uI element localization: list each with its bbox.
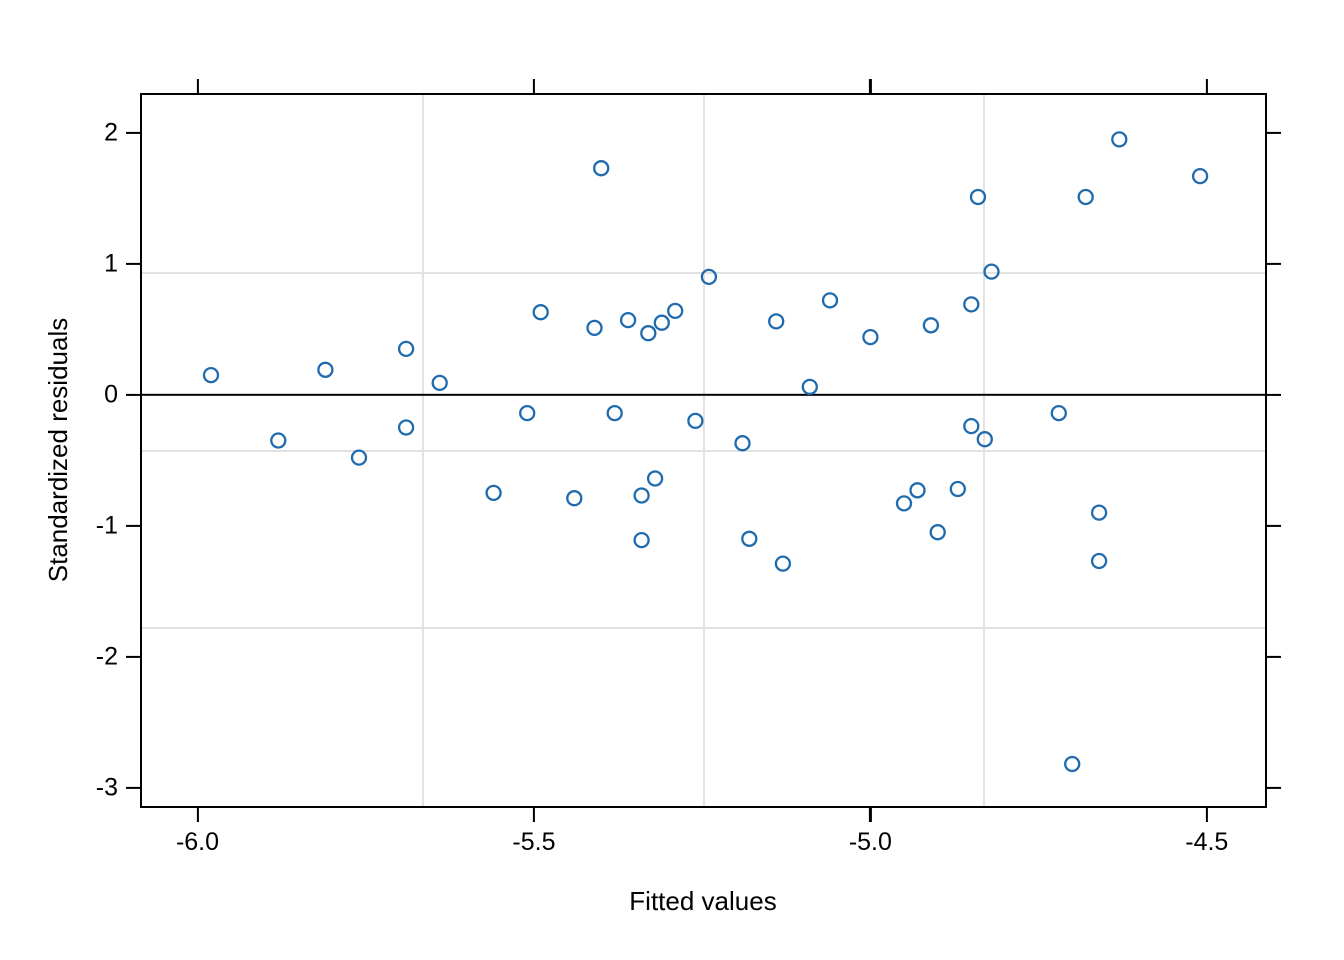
x-axis-title: Fitted values	[629, 886, 777, 916]
data-point	[976, 431, 993, 448]
y-axis-tick	[126, 393, 140, 396]
data-point	[485, 484, 502, 502]
x-axis-tick	[532, 808, 536, 822]
y-axis-tick	[126, 131, 140, 134]
x-axis-tick-top	[869, 79, 872, 93]
x-axis-tick	[196, 808, 199, 822]
data-point	[606, 404, 623, 422]
y-axis-tick-right	[1267, 655, 1281, 658]
x-axis-tick-top	[532, 79, 536, 93]
horizontal-gridline	[142, 627, 1265, 630]
plot-panel: -6.0 -5.5 -5.0 -4.5 2 1 0 -1 -2 -3	[96, 79, 1281, 855]
y-axis-tick-right	[1267, 262, 1281, 265]
data-point	[741, 530, 758, 547]
data-point	[774, 555, 792, 572]
y-axis-tick-label: 1	[104, 249, 118, 278]
data-point	[667, 302, 684, 320]
x-axis-tick-top	[196, 79, 199, 93]
x-axis-tick	[869, 808, 872, 822]
data-point	[640, 325, 657, 342]
x-axis-tick-label: -5.5	[512, 828, 556, 856]
data-point	[1064, 755, 1081, 773]
plot-area: -6.0 -5.5 -5.0 -4.5 2 1 0 -1 -2 -3	[96, 79, 1281, 855]
data-point	[909, 482, 926, 499]
x-axis-tick-label: -6.0	[175, 828, 220, 856]
data-point	[1050, 404, 1067, 422]
data-point	[653, 314, 670, 331]
y-axis-tick-right	[1267, 786, 1281, 789]
y-axis-tick-right	[1267, 393, 1281, 396]
data-point	[566, 490, 583, 507]
data-point	[801, 378, 818, 396]
zero-reference-line	[142, 393, 1265, 396]
x-axis-tick	[1205, 808, 1208, 822]
x-axis-tick-top	[1205, 79, 1208, 93]
data-point	[593, 160, 610, 177]
data-point	[949, 480, 966, 498]
y-axis-tick	[126, 655, 140, 658]
data-point	[963, 296, 980, 313]
data-point	[929, 524, 946, 541]
y-axis-tick-label: -3	[95, 773, 118, 802]
data-point	[1111, 131, 1128, 148]
data-point	[862, 328, 879, 346]
data-point	[687, 412, 704, 430]
data-point	[350, 449, 368, 466]
y-axis-tick-right	[1267, 131, 1281, 134]
y-axis-tick-label: 0	[104, 380, 118, 409]
y-axis-tick-right	[1267, 524, 1281, 527]
data-point	[317, 361, 334, 378]
data-point	[519, 404, 536, 422]
data-point	[821, 292, 839, 309]
x-axis-tick-label: -4.5	[1185, 828, 1229, 856]
data-point	[431, 374, 448, 392]
y-axis-tick-label: 2	[104, 118, 118, 147]
data-points-layer	[202, 131, 1209, 773]
data-point	[646, 470, 664, 487]
data-point	[619, 311, 637, 329]
y-axis-tick	[126, 786, 140, 789]
data-point	[922, 317, 940, 334]
data-point	[1090, 552, 1108, 570]
data-point	[270, 432, 287, 449]
y-axis-title: Standardized residuals	[43, 317, 73, 583]
data-point	[397, 340, 415, 358]
data-point	[532, 304, 549, 321]
x-axis-tick-label: -5.0	[848, 828, 892, 856]
data-point	[633, 487, 650, 504]
data-point	[397, 419, 415, 436]
data-point	[1090, 504, 1108, 521]
data-point	[963, 417, 980, 435]
data-point	[700, 268, 718, 286]
data-point	[768, 313, 785, 330]
data-point	[586, 319, 603, 337]
data-point	[633, 531, 650, 549]
y-axis-tick-label: -1	[95, 511, 118, 540]
data-point	[895, 495, 913, 512]
y-axis-tick-label: -2	[95, 642, 118, 671]
data-point	[734, 435, 751, 452]
data-point	[1077, 188, 1094, 206]
data-point	[202, 366, 220, 384]
y-axis-tick	[126, 262, 140, 265]
y-axis-tick	[126, 524, 140, 527]
data-point	[1191, 167, 1209, 185]
data-point	[983, 263, 1000, 280]
data-point	[969, 188, 987, 206]
horizontal-gridline	[142, 449, 1265, 452]
